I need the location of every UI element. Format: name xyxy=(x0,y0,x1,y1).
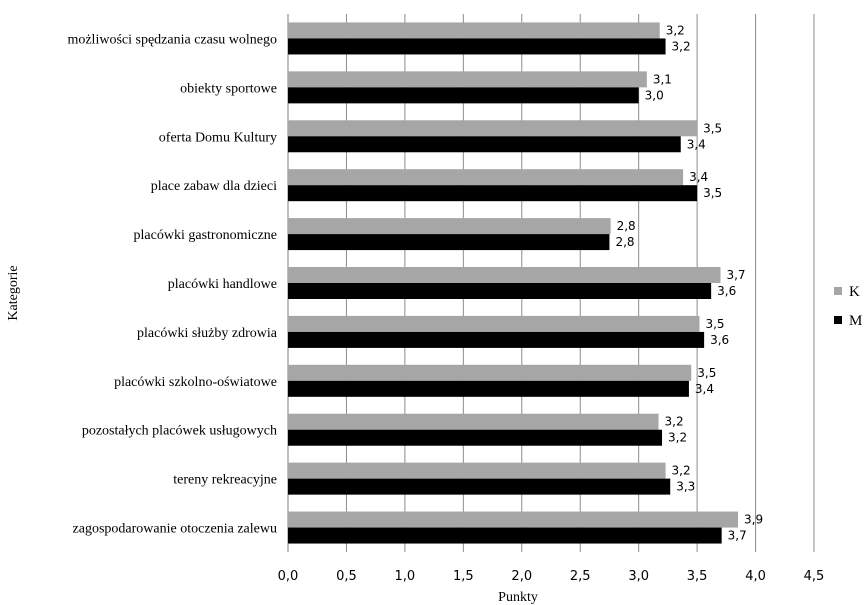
bar-k xyxy=(288,120,698,137)
bar-k xyxy=(288,71,647,88)
legend-swatch-m xyxy=(834,316,842,324)
category-label: pozostałych placówek usługowych xyxy=(82,424,277,439)
bar-k xyxy=(288,218,611,235)
y-axis-label: Kategorie xyxy=(6,265,21,320)
data-label: 3,2 xyxy=(665,415,684,429)
bar-k xyxy=(288,315,700,332)
category-label: obiekty sportowe xyxy=(180,81,277,96)
bar-m xyxy=(288,185,698,202)
x-tick-label: 3,5 xyxy=(687,569,708,584)
data-label: 3,5 xyxy=(705,317,724,331)
bars xyxy=(288,22,739,544)
category-label: tereny rekreacyjne xyxy=(173,473,277,488)
category-label: możliwości spędzania czasu wolnego xyxy=(67,32,277,47)
data-label: 3,2 xyxy=(672,464,691,478)
legend-label-m: M xyxy=(849,313,862,329)
bar-m xyxy=(288,38,666,55)
bar-m xyxy=(288,283,712,299)
bar-k xyxy=(288,267,721,283)
data-label: 2,8 xyxy=(617,219,636,233)
bar-m xyxy=(288,380,689,397)
data-label: 3,7 xyxy=(726,268,745,282)
x-tick-label: 2,0 xyxy=(511,569,532,584)
bar-k xyxy=(288,413,659,430)
data-label: 3,0 xyxy=(645,88,664,102)
bar-k xyxy=(288,511,739,528)
data-label: 3,4 xyxy=(695,382,714,396)
bar-m xyxy=(288,429,663,446)
category-label: oferta Domu Kultury xyxy=(159,130,277,145)
bar-m xyxy=(288,87,639,104)
bar-k xyxy=(288,462,666,479)
data-label: 3,7 xyxy=(728,529,747,543)
data-label: 3,2 xyxy=(668,431,687,445)
x-tick-label: 0,0 xyxy=(278,569,299,584)
x-tick-labels: 0,0 0,5 1,0 1,5 2,0 2,5 3,0 3,5 4,0 4,5 xyxy=(278,569,825,584)
bar-m xyxy=(288,234,610,251)
bar-k xyxy=(288,22,660,39)
x-tick-label: 4,0 xyxy=(745,569,766,584)
data-label: 3,5 xyxy=(703,186,722,200)
category-label: place zabaw dla dzieci xyxy=(151,179,277,194)
data-label: 2,8 xyxy=(615,235,634,249)
category-label: placówki gastronomiczne xyxy=(134,228,277,243)
data-label: 3,2 xyxy=(666,23,685,37)
x-tick-label: 1,0 xyxy=(395,569,416,584)
category-label: placówki handlowe xyxy=(168,277,277,292)
data-label: 3,6 xyxy=(710,333,729,347)
bar-k xyxy=(288,364,692,381)
x-tick-label: 2,5 xyxy=(570,569,591,584)
bar-m xyxy=(288,478,671,495)
data-label: 3,1 xyxy=(653,72,672,86)
category-labels: możliwości spędzania czasu wolnego obiekt… xyxy=(67,32,277,536)
category-label: placówki szkolno-oświatowe xyxy=(114,375,277,390)
bar-m xyxy=(288,136,681,153)
data-label: 3,2 xyxy=(672,39,691,53)
x-axis-label: Punkty xyxy=(498,590,538,605)
data-label: 3,9 xyxy=(744,513,763,527)
legend-label-k: K xyxy=(849,284,860,300)
bar-m xyxy=(288,331,705,348)
data-label: 3,3 xyxy=(676,480,695,494)
legend-swatch-k xyxy=(834,287,842,295)
data-label: 3,5 xyxy=(697,366,716,380)
legend: K M xyxy=(834,284,862,329)
bar-m xyxy=(288,527,722,544)
bar-k xyxy=(288,169,684,186)
data-label: 3,5 xyxy=(703,121,722,135)
x-tick-label: 0,5 xyxy=(336,569,357,584)
category-label: placówki służby zdrowia xyxy=(137,326,278,341)
category-label: zagospodarowanie otoczenia zalewu xyxy=(73,522,277,537)
data-labels: 3,2 3,2 3,1 3,0 3,5 3,4 3,4 3,5 2,8 2,8 3,7 3,6 3,5 3… xyxy=(615,23,763,542)
data-label: 3,6 xyxy=(717,284,736,298)
data-label: 3,4 xyxy=(687,137,706,151)
x-tick-label: 3,0 xyxy=(628,569,649,584)
x-tick-label: 4,5 xyxy=(804,569,825,584)
x-tick-label: 1,5 xyxy=(453,569,474,584)
data-label: 3,4 xyxy=(689,170,708,184)
